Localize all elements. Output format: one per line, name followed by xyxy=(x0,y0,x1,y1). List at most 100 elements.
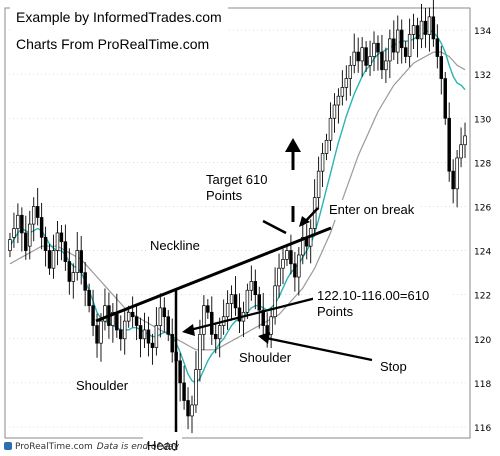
target-arrow-head xyxy=(285,138,301,152)
candle-body xyxy=(47,250,52,269)
candle-body xyxy=(198,334,202,370)
candle-body xyxy=(190,404,194,417)
candle-body xyxy=(340,87,345,97)
y-tick-label: 118 xyxy=(474,380,491,390)
candle-body xyxy=(356,51,360,62)
candle-body xyxy=(166,316,170,335)
ma-slow-line xyxy=(9,51,466,351)
candle-body xyxy=(79,250,83,273)
candle-body xyxy=(281,259,285,269)
neckline-line xyxy=(95,226,332,323)
candle-body xyxy=(348,64,353,79)
candle-body xyxy=(368,56,372,66)
candle-body xyxy=(328,117,333,141)
candle-body xyxy=(285,250,289,260)
candle-body xyxy=(269,316,273,335)
candle-body xyxy=(24,232,28,251)
candle-body xyxy=(320,153,325,172)
candle-body xyxy=(119,329,123,340)
candle-body xyxy=(447,117,451,172)
candle-body xyxy=(324,139,329,154)
candle-body xyxy=(28,223,32,247)
candle-body xyxy=(411,25,416,35)
candle-body xyxy=(206,305,210,313)
candle-body xyxy=(415,25,420,40)
candle-body xyxy=(12,228,16,238)
candle-body xyxy=(51,250,56,269)
candle-body xyxy=(407,34,412,57)
candle-body xyxy=(384,60,388,71)
candle-body xyxy=(8,239,12,251)
enter-arrow-left xyxy=(262,219,287,235)
stop-label: Stop xyxy=(376,357,411,377)
y-tick-label: 126 xyxy=(474,203,491,213)
candle-body xyxy=(396,29,400,53)
candle-body xyxy=(237,307,242,322)
candle-body xyxy=(202,305,206,335)
target-label: Target 610 Points xyxy=(202,170,298,206)
credit-box: Example by InformedTrades.com Charts Fro… xyxy=(10,6,228,56)
candle-body xyxy=(138,325,143,340)
candle-body xyxy=(443,78,447,119)
candle-body xyxy=(229,294,234,304)
candle-body xyxy=(233,294,238,309)
candle-body xyxy=(301,236,305,256)
candle-body xyxy=(380,51,384,71)
candle-body xyxy=(150,342,155,348)
candle-body xyxy=(111,311,115,326)
candle-body xyxy=(463,135,467,146)
candle-body xyxy=(332,104,337,119)
candle-body xyxy=(352,51,356,66)
candle-body xyxy=(59,232,64,243)
candle-body xyxy=(293,263,297,278)
candle-body xyxy=(423,20,428,35)
left-shoulder-label: Shoulder xyxy=(72,376,133,396)
candle-body xyxy=(273,285,277,318)
candle-body xyxy=(142,329,147,340)
chart-footer: ProRealTime.com Data is end of day xyxy=(4,442,179,452)
candle-body xyxy=(459,144,463,159)
candle-body xyxy=(388,38,392,62)
candle-body xyxy=(99,320,103,344)
candle-body xyxy=(162,307,167,318)
candle-body xyxy=(16,214,20,229)
candle-body xyxy=(126,311,131,322)
candle-body xyxy=(431,16,436,40)
enter-arrow-head xyxy=(299,216,310,227)
candle-body xyxy=(403,47,408,57)
stop-arrow-head xyxy=(258,332,270,344)
candle-body xyxy=(122,320,127,340)
neckline-label: Neckline xyxy=(146,236,204,256)
candle-body xyxy=(182,382,186,401)
candle-body xyxy=(392,38,396,53)
candle-body xyxy=(217,325,222,340)
candle-body xyxy=(364,47,368,66)
candle-body xyxy=(158,307,163,326)
candle-body xyxy=(194,369,198,406)
candle-body xyxy=(178,360,182,384)
candle-body xyxy=(253,281,258,296)
candle-body xyxy=(71,272,76,282)
candle-body xyxy=(103,305,107,322)
candle-body xyxy=(39,217,44,238)
candle-body xyxy=(451,170,455,190)
y-tick-label: 134 xyxy=(474,27,491,37)
candle-body xyxy=(261,309,265,326)
candle-body xyxy=(297,254,301,278)
candle-body xyxy=(376,42,380,53)
candle-body xyxy=(360,47,364,62)
candle-body xyxy=(35,206,40,218)
footer-note: Data is end of day xyxy=(96,442,180,452)
credit-line-2: Charts From ProRealTime.com xyxy=(16,36,210,52)
measure-arrow-head xyxy=(182,324,195,336)
candle-body xyxy=(31,206,36,225)
candle-body xyxy=(20,214,24,234)
candle-body xyxy=(439,56,444,79)
candle-body xyxy=(87,289,91,307)
candle-body xyxy=(55,232,60,251)
candle-body xyxy=(95,325,99,344)
credit-line-1: Example by InformedTrades.com xyxy=(16,9,222,25)
stop-arrow-shaft xyxy=(265,336,373,362)
y-tick-label: 132 xyxy=(474,71,491,81)
candle-body xyxy=(146,329,151,344)
